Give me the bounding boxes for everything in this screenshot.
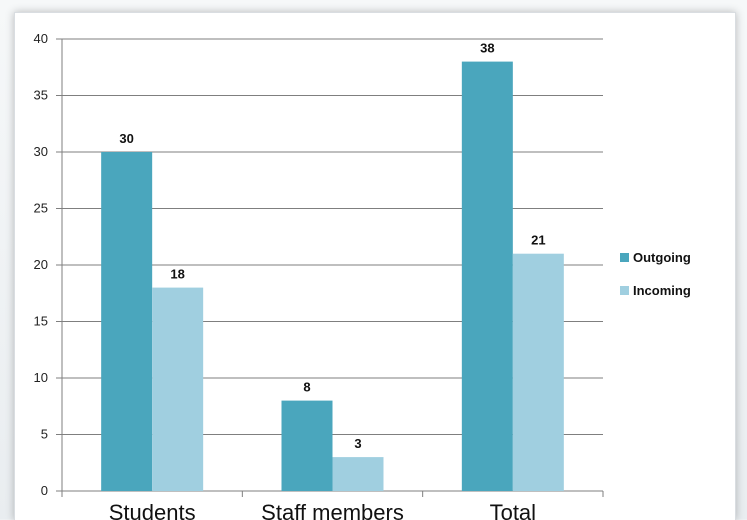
bar-incoming-students[interactable] (152, 287, 204, 491)
x-category-label: Staff members (261, 500, 404, 520)
x-category-label: Total (490, 500, 536, 520)
y-tick-label: 35 (34, 88, 48, 103)
y-tick-label: 5 (41, 427, 48, 442)
bar-outgoing-total[interactable] (461, 61, 513, 491)
legend-label-incoming: Incoming (633, 283, 691, 298)
legend-swatch-incoming (620, 286, 629, 295)
data-label: 18 (170, 267, 184, 282)
bar-incoming-total[interactable] (512, 253, 564, 491)
bar-chart: 0 5 10 15 20 25 30 35 40 30 18 Students 8 3 Staff memb… (34, 31, 691, 520)
y-tick-label: 25 (34, 201, 48, 216)
y-tick-label: 0 (41, 483, 48, 498)
data-label: 8 (303, 380, 310, 395)
data-label: 38 (480, 41, 494, 56)
bar-outgoing-staff-members[interactable] (281, 400, 333, 491)
data-label: 21 (531, 233, 545, 248)
data-label: 30 (119, 131, 133, 146)
bar-incoming-staff-members[interactable] (332, 457, 384, 491)
legend-swatch-outgoing (620, 253, 629, 262)
x-category-label: Students (109, 500, 196, 520)
data-label: 3 (354, 436, 361, 451)
y-tick-label: 10 (34, 370, 48, 385)
y-tick-label: 15 (34, 314, 48, 329)
y-tick-label: 20 (34, 257, 48, 272)
chart-panel: 0 5 10 15 20 25 30 35 40 30 18 Students 8 3 Staff memb… (14, 12, 736, 520)
bar-outgoing-students[interactable] (101, 152, 153, 491)
y-tick-label: 30 (34, 144, 48, 159)
legend-label-outgoing: Outgoing (633, 250, 691, 265)
y-tick-label: 40 (34, 31, 48, 46)
